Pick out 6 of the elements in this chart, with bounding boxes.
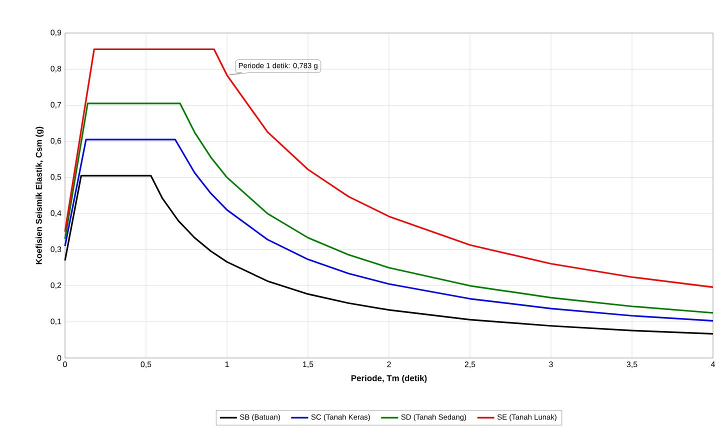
line-series — [64, 138, 714, 322]
line-series — [64, 174, 714, 335]
y-axis-title: Koefisien Seismik Elastik, Csm (g) — [36, 126, 44, 264]
x-axis-title: Periode, Tm (detik) — [351, 374, 427, 383]
line-series — [64, 102, 714, 314]
line-series — [64, 48, 714, 288]
